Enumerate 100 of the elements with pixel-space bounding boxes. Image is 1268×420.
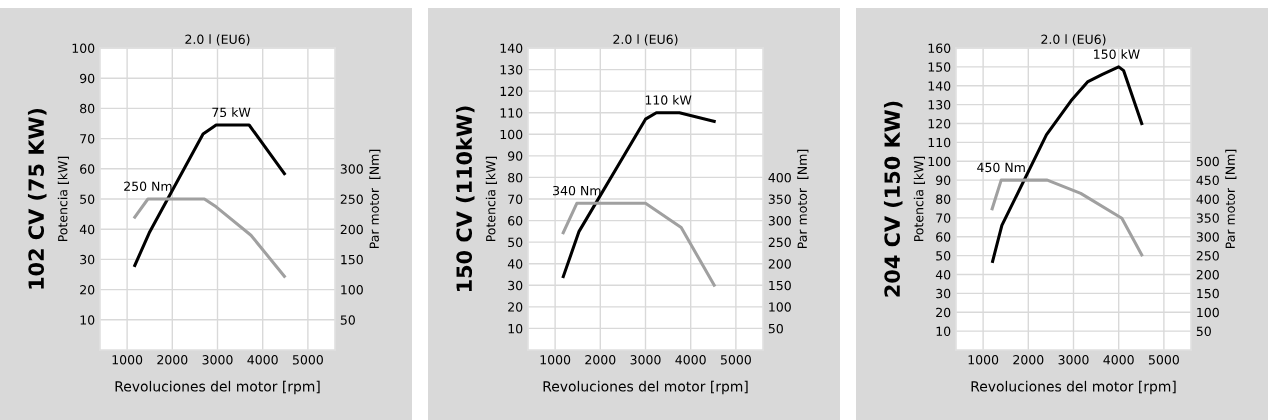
x-axis-title: Revoluciones del motor [rpm] (543, 380, 748, 395)
y2-tick-label: 250 (768, 237, 791, 248)
line-series (133, 197, 286, 278)
y2-tick-label: 350 (768, 194, 791, 204)
y2-tick-label: 200 (1196, 269, 1219, 280)
y2-tick-label: 200 (768, 259, 791, 269)
text: 150 CV (110kW) (455, 106, 475, 292)
annotation: 110 kW (645, 95, 692, 105)
y-tick-label: 30 (508, 280, 523, 291)
y-tick-label: 10 (936, 326, 951, 337)
y-tick-label: 30 (936, 288, 951, 299)
text: 102 CV (75 KW) (27, 108, 47, 289)
annotation: 250 Nm (124, 181, 172, 192)
y2-tick-label: 150 (341, 254, 363, 265)
y-tick-label: 40 (935, 269, 951, 280)
y-axis-title: Potencia [kW] (913, 156, 925, 242)
y2-tick-label: 50 (1196, 326, 1211, 337)
y2-tick-label: 100 (1197, 307, 1219, 318)
y2-axis-title: Par motor [Nm] (1225, 149, 1237, 249)
y-tick-label: 120 (500, 86, 523, 97)
y-tick-label: 40 (507, 259, 523, 269)
x-axis-title: Revoluciones del motor [rpm] (115, 380, 320, 395)
y-tick-label: 60 (508, 216, 523, 226)
x-tick-label: 4000 (675, 355, 706, 365)
y-tick-label: 60 (80, 164, 95, 174)
y2-axis-title: Par motor [Nm] (797, 149, 809, 249)
y-tick-label: 20 (936, 307, 951, 318)
y-tick-label: 80 (80, 103, 95, 114)
x-tick-label: 5000 (1148, 355, 1179, 365)
line-series (561, 201, 716, 287)
x-tick-label: 3000 (1058, 355, 1089, 365)
y2-tick-label: 50 (340, 315, 355, 325)
y-tick-label: 20 (80, 285, 95, 295)
y2-tick-label: 50 (768, 323, 783, 334)
y-tick-label: 160 (928, 43, 951, 53)
y-tick-label: 130 (928, 100, 951, 110)
y-tick-label: 150 (928, 62, 951, 72)
y2-tick-label: 150 (1197, 288, 1219, 299)
x-tick-label: 3000 (202, 355, 233, 365)
y-tick-label: 70 (508, 194, 523, 204)
y-tick-label: 140 (500, 43, 523, 53)
y-tick-label: 90 (936, 175, 951, 186)
chart-subtitle: 2.0 l (EU6) (613, 34, 678, 46)
x-tick-label: 5000 (720, 355, 751, 365)
y-tick-label: 60 (936, 232, 951, 242)
y-tick-label: 80 (936, 194, 951, 204)
y2-tick-label: 250 (340, 194, 363, 204)
text: 204 CV (150 KW) (883, 101, 903, 297)
y-tick-label: 90 (80, 73, 95, 84)
y-tick-label: 140 (928, 81, 951, 91)
y-tick-label: 110 (928, 137, 951, 148)
y-axis-title: Potencia [kW] (57, 156, 69, 242)
y-tick-label: 100 (928, 156, 951, 167)
y-tick-label: 40 (79, 224, 95, 235)
y2-tick-label: 300 (1196, 232, 1219, 242)
x-tick-label: 3000 (630, 355, 661, 365)
y2-tick-label: 400 (1196, 194, 1219, 204)
y2-tick-label: 400 (768, 172, 791, 183)
y2-axis-title: Par motor [Nm] (369, 149, 381, 249)
y2-tick-label: 200 (340, 224, 363, 235)
y-tick-label: 20 (508, 302, 523, 312)
y-tick-label: 50 (80, 194, 95, 204)
annotation: 75 kW (212, 107, 251, 118)
y2-tick-label: 250 (1196, 251, 1219, 261)
y2-tick-label: 100 (341, 285, 363, 295)
y-tick-label: 10 (508, 323, 523, 334)
y-tick-label: 30 (80, 254, 95, 265)
y-tick-label: 80 (508, 172, 523, 183)
chart-subtitle: 2.0 l (EU6) (185, 34, 250, 46)
y-tick-label: 10 (80, 315, 95, 325)
y-tick-label: 50 (508, 237, 523, 248)
y-tick-label: 110 (500, 108, 523, 118)
y-tick-label: 70 (936, 213, 951, 223)
y2-tick-label: 150 (769, 280, 791, 291)
annotation: 450 Nm (977, 162, 1025, 173)
y-tick-label: 70 (80, 134, 95, 144)
y2-tick-label: 300 (340, 164, 363, 174)
x-tick-label: 4000 (247, 355, 278, 365)
x-tick-label: 2000 (585, 355, 616, 365)
chart-subtitle: 2.0 l (EU6) (1041, 34, 1106, 46)
x-tick-label: 1000 (112, 355, 143, 365)
x-tick-label: 1000 (968, 355, 999, 365)
annotation: 150 kW (1094, 49, 1140, 59)
y-tick-label: 120 (928, 118, 951, 129)
x-tick-label: 2000 (1013, 355, 1044, 365)
x-tick-label: 5000 (292, 355, 323, 365)
y-axis-title: Potencia [kW] (485, 156, 497, 242)
x-axis-title: Revoluciones del motor [rpm] (971, 380, 1176, 395)
y-tick-label: 100 (72, 43, 95, 53)
y2-tick-label: 450 (1196, 175, 1219, 186)
y-tick-label: 50 (936, 251, 951, 261)
y2-tick-label: 100 (769, 302, 791, 312)
y-tick-label: 90 (508, 151, 523, 161)
x-tick-label: 4000 (1103, 355, 1134, 365)
y-tick-label: 100 (500, 129, 523, 140)
annotation: 340 Nm (553, 185, 601, 196)
y2-tick-label: 350 (1196, 213, 1219, 223)
y2-tick-label: 500 (1196, 156, 1219, 167)
y-tick-label: 130 (500, 65, 523, 75)
x-tick-label: 1000 (540, 355, 571, 365)
